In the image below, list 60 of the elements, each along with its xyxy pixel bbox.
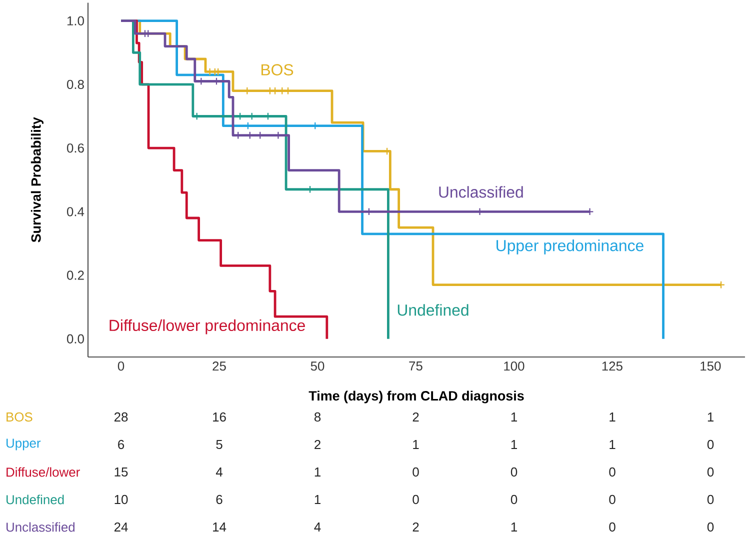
y-tick-label: 0.2	[66, 270, 84, 280]
text: 1	[610, 440, 616, 449]
text: 2	[314, 440, 320, 450]
text: 0	[707, 440, 714, 450]
x-tick-label: 125	[602, 362, 622, 371]
text: 0	[707, 522, 714, 532]
x-tick-label: 50	[310, 362, 324, 371]
series-label: Upper predominance	[496, 240, 644, 254]
y-axis-title: Survival Probability	[30, 117, 44, 242]
text: 0	[707, 467, 714, 477]
series-label: Undefined	[398, 304, 468, 316]
text: 28	[114, 412, 128, 422]
text: 0	[412, 467, 419, 477]
text: 1	[314, 468, 320, 476]
series-label: Diffuse/lower predominance	[110, 319, 305, 334]
series-label: BOS	[261, 64, 294, 76]
series-label: Unclassified	[439, 186, 523, 198]
text: Upper	[6, 438, 41, 450]
text: 8	[314, 412, 321, 422]
y-tick-label: 0.8	[66, 80, 84, 90]
text: Diffuse/lower	[6, 467, 80, 477]
text: 0	[609, 522, 616, 532]
text: 0	[412, 494, 419, 504]
text: 6	[118, 440, 124, 450]
text: 2	[412, 522, 419, 532]
text: 0	[609, 467, 616, 477]
text: 5	[216, 440, 222, 450]
text: 1	[610, 412, 616, 422]
text: 1	[511, 440, 517, 449]
text: 1	[511, 522, 517, 532]
text: 1	[413, 440, 419, 449]
x-tick-label: 150	[700, 362, 721, 371]
text: 1	[314, 495, 320, 504]
text: 4	[314, 522, 321, 532]
y-tick-label: 0.4	[66, 207, 84, 216]
text: 0	[707, 494, 714, 504]
text: Unclassified	[6, 522, 74, 532]
y-tick-label: 1.0	[67, 16, 84, 26]
y-tick-label: 0.0	[66, 334, 84, 344]
text: 0	[510, 467, 518, 477]
text: 1	[708, 412, 714, 422]
x-tick-label: 0	[118, 362, 124, 371]
y-tick-label: 0.6	[66, 143, 84, 153]
text: 2	[412, 412, 419, 422]
text: 10	[114, 494, 128, 504]
text: 14	[213, 522, 226, 532]
text: Undefined	[6, 494, 64, 504]
text: 4	[216, 468, 222, 476]
text: BOS	[6, 412, 32, 422]
text: 6	[216, 494, 222, 504]
x-axis-title: Time (days) from CLAD diagnosis	[308, 390, 524, 404]
x-tick-label: 100	[504, 362, 524, 371]
x-tick-label: 75	[409, 362, 422, 371]
text: 0	[510, 494, 518, 504]
text: 16	[213, 412, 226, 422]
text: 15	[114, 467, 128, 477]
text: 1	[511, 412, 517, 422]
text: 0	[609, 494, 616, 504]
text: 24	[114, 522, 128, 532]
x-tick-label: 25	[212, 362, 226, 371]
